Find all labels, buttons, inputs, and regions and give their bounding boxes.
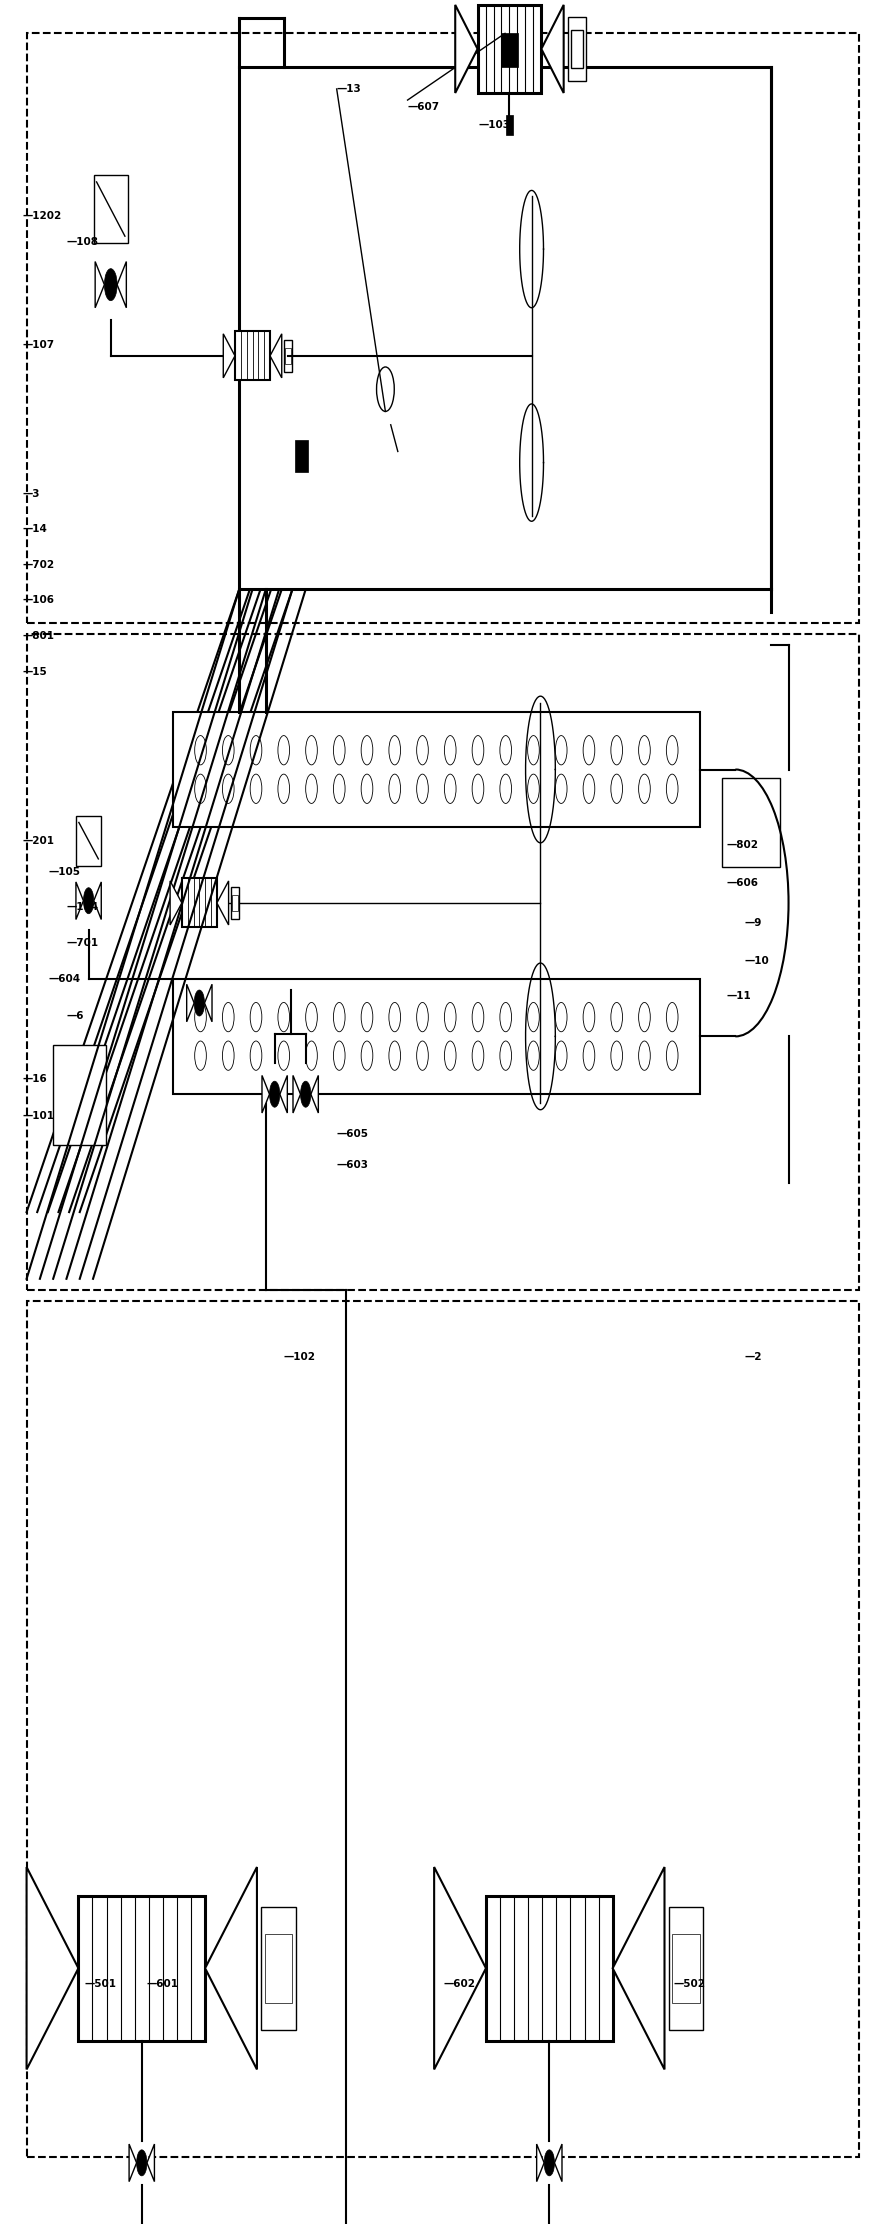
Bar [27,634,859,1290]
Polygon shape [129,2144,136,2182]
Text: —501: —501 [84,1979,116,1988]
Bar [27,33,859,623]
Polygon shape [311,1076,318,1112]
Text: —102: —102 [284,1352,315,1361]
Polygon shape [217,881,229,925]
Text: —2: —2 [744,1352,762,1361]
Bar [53,1045,106,1145]
Polygon shape [95,262,105,307]
Bar [239,67,771,589]
Bar [232,894,238,912]
Text: —701: —701 [66,939,98,947]
Text: —603: —603 [337,1161,369,1170]
Text: —14: —14 [22,525,47,534]
Text: —606: —606 [727,878,758,887]
Polygon shape [455,4,478,93]
Bar [78,1895,205,2042]
Polygon shape [541,4,563,93]
Text: —3: —3 [22,489,40,498]
Bar [235,331,270,380]
Text: —801: —801 [22,632,54,641]
Bar [94,176,128,242]
Bar [501,33,518,67]
Text: —107: —107 [22,340,54,349]
Polygon shape [293,1076,300,1112]
Bar [669,1906,703,2031]
Circle shape [83,887,94,914]
Text: —106: —106 [22,596,54,605]
Polygon shape [147,2144,154,2182]
Bar [173,979,700,1094]
Text: —607: —607 [408,102,439,111]
Text: —15: —15 [22,667,47,676]
Polygon shape [537,2144,544,2182]
Circle shape [300,1081,311,1108]
Text: —6: —6 [66,1012,84,1021]
Text: —16: —16 [22,1074,47,1083]
Text: —802: —802 [727,841,758,850]
Circle shape [544,2151,555,2175]
Polygon shape [205,1868,257,2068]
Text: —104: —104 [66,903,98,912]
Bar [285,347,291,365]
Bar [261,1906,296,2031]
Polygon shape [262,1076,269,1112]
Polygon shape [270,334,282,378]
Bar [672,1935,700,2002]
Bar [486,1895,612,2042]
Text: —1202: —1202 [22,211,61,220]
Text: —601: —601 [146,1979,178,1988]
Polygon shape [205,985,212,1021]
Bar [506,116,513,136]
Text: —105: —105 [49,867,81,876]
Text: —602: —602 [443,1979,475,1988]
Bar [76,816,101,865]
Bar [568,18,586,80]
Circle shape [136,2151,147,2175]
Text: —604: —604 [49,974,81,983]
Text: —10: —10 [744,956,769,965]
Text: —9: —9 [744,919,762,927]
Polygon shape [170,881,182,925]
Text: —101: —101 [22,1112,54,1121]
Polygon shape [555,2144,562,2182]
Text: —11: —11 [727,992,751,1001]
Bar [231,887,239,919]
Circle shape [194,990,205,1016]
Text: —13: —13 [337,85,361,93]
Polygon shape [280,1076,287,1112]
Polygon shape [187,985,194,1021]
Text: —502: —502 [673,1979,705,1988]
Bar [27,1301,859,2157]
Polygon shape [117,262,127,307]
Polygon shape [27,1868,78,2068]
Text: —702: —702 [22,560,54,569]
Bar [571,29,583,69]
Polygon shape [223,334,235,378]
Circle shape [269,1081,280,1108]
Bar [173,712,700,827]
Bar [265,1935,292,2002]
Text: —605: —605 [337,1130,369,1139]
Polygon shape [612,1868,664,2068]
Text: —108: —108 [66,238,98,247]
Circle shape [105,269,117,300]
Text: —103: —103 [478,120,510,129]
Text: —201: —201 [22,836,54,845]
Bar [182,878,217,927]
Bar [284,340,292,371]
Bar [722,778,780,867]
Polygon shape [434,1868,486,2068]
Bar [478,4,541,93]
Polygon shape [94,883,101,919]
Polygon shape [76,883,83,919]
